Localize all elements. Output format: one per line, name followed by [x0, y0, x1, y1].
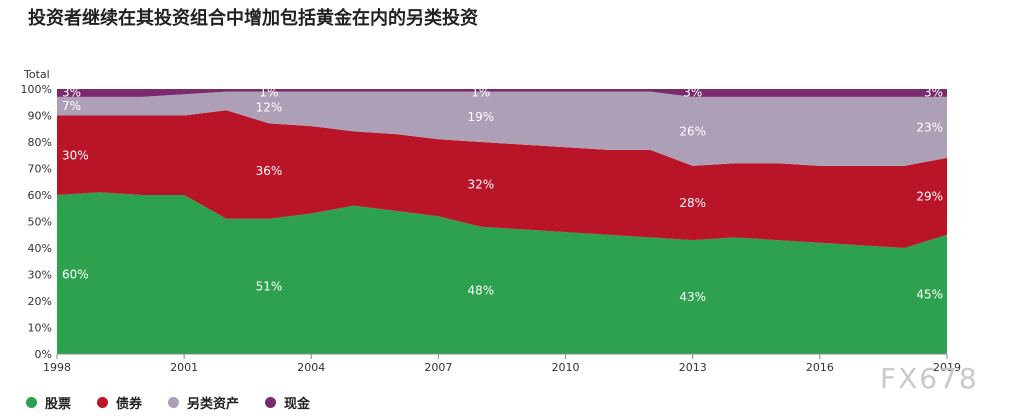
area-alternatives: [57, 91, 947, 166]
x-tick-label: 2007: [424, 361, 452, 374]
data-label: 28%: [679, 196, 706, 210]
data-label: 3%: [924, 86, 943, 100]
x-tick-label: 2013: [679, 361, 707, 374]
x-tick-label: 2019: [933, 361, 961, 374]
area-cash: [57, 89, 947, 97]
y-tick-label: 50%: [28, 216, 52, 229]
data-label: 7%: [62, 99, 81, 113]
data-label: 43%: [679, 290, 706, 304]
y-tick-label: 100%: [21, 83, 52, 96]
y-tick-label: 60%: [28, 189, 52, 202]
x-tick-label: 2010: [552, 361, 580, 374]
chart-title: 投资者继续在其投资组合中增加包括黄金在内的另类投资: [28, 8, 478, 29]
x-tick-label: 2016: [806, 361, 834, 374]
y-tick-label: 0%: [35, 348, 52, 361]
legend-swatch-alternatives: [168, 397, 180, 408]
data-label: 1%: [471, 86, 490, 100]
data-label: 12%: [256, 101, 283, 115]
data-label: 29%: [916, 189, 943, 203]
data-label: 30%: [62, 148, 89, 162]
data-label: 1%: [259, 86, 278, 100]
legend-item-alternatives[interactable]: 另类资产: [168, 393, 239, 412]
data-label: 60%: [62, 268, 89, 282]
data-label: 32%: [467, 177, 494, 191]
x-tick-label: 2004: [297, 361, 325, 374]
legend-label-alternatives: 另类资产: [187, 397, 240, 412]
y-tick-label: 70%: [28, 163, 52, 176]
data-label: 3%: [683, 86, 702, 100]
x-tick-label: 2001: [170, 361, 198, 374]
legend-label-stocks: 股票: [45, 397, 72, 412]
data-label: 23%: [916, 120, 943, 134]
legend-swatch-cash: [265, 397, 277, 408]
legend-item-stocks[interactable]: 股票: [26, 393, 71, 412]
legend-label-bonds: 债券: [116, 397, 143, 412]
data-label: 45%: [916, 287, 943, 301]
legend: 股票 债券 另类资产 现金: [26, 393, 310, 412]
data-label: 51%: [256, 279, 283, 293]
y-tick-label: 80%: [28, 136, 52, 149]
x-tick-label: 1998: [43, 361, 71, 374]
legend-swatch-bonds: [97, 397, 109, 408]
y-tick-label: 10%: [28, 322, 52, 335]
legend-item-cash[interactable]: 现金: [265, 393, 310, 412]
data-label: 36%: [256, 164, 283, 178]
watermark-logo: FX678: [880, 362, 979, 395]
y-tick-label: 20%: [28, 295, 52, 308]
legend-label-cash: 现金: [284, 397, 311, 412]
y-tick-label: 90%: [28, 110, 52, 123]
data-label: 19%: [467, 110, 494, 124]
area-bonds: [57, 110, 947, 248]
legend-item-bonds[interactable]: 债券: [97, 393, 142, 412]
legend-swatch-stocks: [26, 397, 37, 408]
data-label: 26%: [679, 124, 706, 138]
data-label: 3%: [62, 86, 81, 100]
y-axis-label: Total: [23, 68, 50, 81]
area-stocks: [57, 192, 947, 354]
y-tick-label: 40%: [28, 242, 52, 255]
y-tick-label: 30%: [28, 269, 52, 282]
data-label: 48%: [467, 283, 494, 297]
